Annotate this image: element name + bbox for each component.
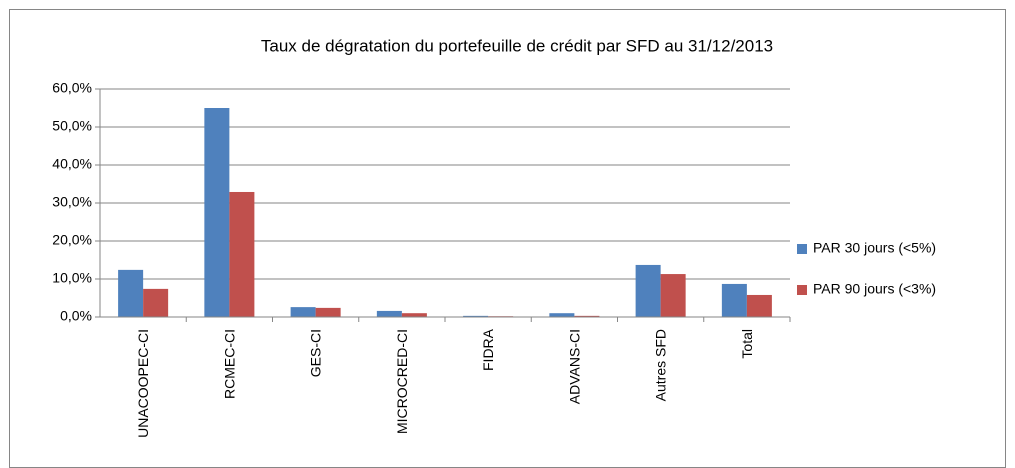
y-tick-label: 10,0% (52, 270, 92, 286)
y-tick-label: 20,0% (52, 232, 92, 248)
x-tick-label: Total (739, 329, 755, 359)
legend-label: PAR 30 jours (<5%) (813, 240, 936, 256)
bar (290, 307, 316, 317)
legend-swatch (797, 285, 807, 295)
x-tick-label: Autres SFD (653, 329, 669, 401)
x-tick-label: ADVANS-CI (566, 329, 582, 404)
x-tick-label: MICROCRED-CI (394, 329, 410, 434)
y-tick-label: 30,0% (52, 194, 92, 210)
x-tick-label: RCMEC-CI (221, 329, 237, 399)
chart-frame (9, 9, 1006, 468)
bar (574, 315, 600, 317)
x-tick-label: FIDRA (480, 328, 496, 371)
y-tick-label: 60,0% (52, 80, 92, 96)
legend-swatch (797, 244, 807, 254)
bar (746, 294, 772, 317)
y-tick-label: 40,0% (52, 156, 92, 172)
y-tick-label: 0,0% (60, 308, 92, 324)
bar (204, 108, 230, 317)
bar (315, 307, 341, 317)
x-tick-label: GES-CI (308, 329, 324, 377)
bar (401, 313, 427, 317)
x-tick-label: UNACOOPEC-CI (135, 329, 151, 438)
y-tick-label: 50,0% (52, 118, 92, 134)
legend-label: PAR 90 jours (<3%) (813, 281, 936, 297)
bar (229, 191, 255, 317)
bar (635, 264, 661, 317)
chart-title: Taux de dégratation du portefeuille de c… (261, 36, 773, 55)
bar (376, 310, 402, 317)
bar (549, 313, 575, 317)
bar (660, 274, 686, 317)
bar (118, 269, 144, 317)
bar (721, 283, 747, 317)
bar (463, 315, 489, 317)
bar (143, 288, 169, 317)
